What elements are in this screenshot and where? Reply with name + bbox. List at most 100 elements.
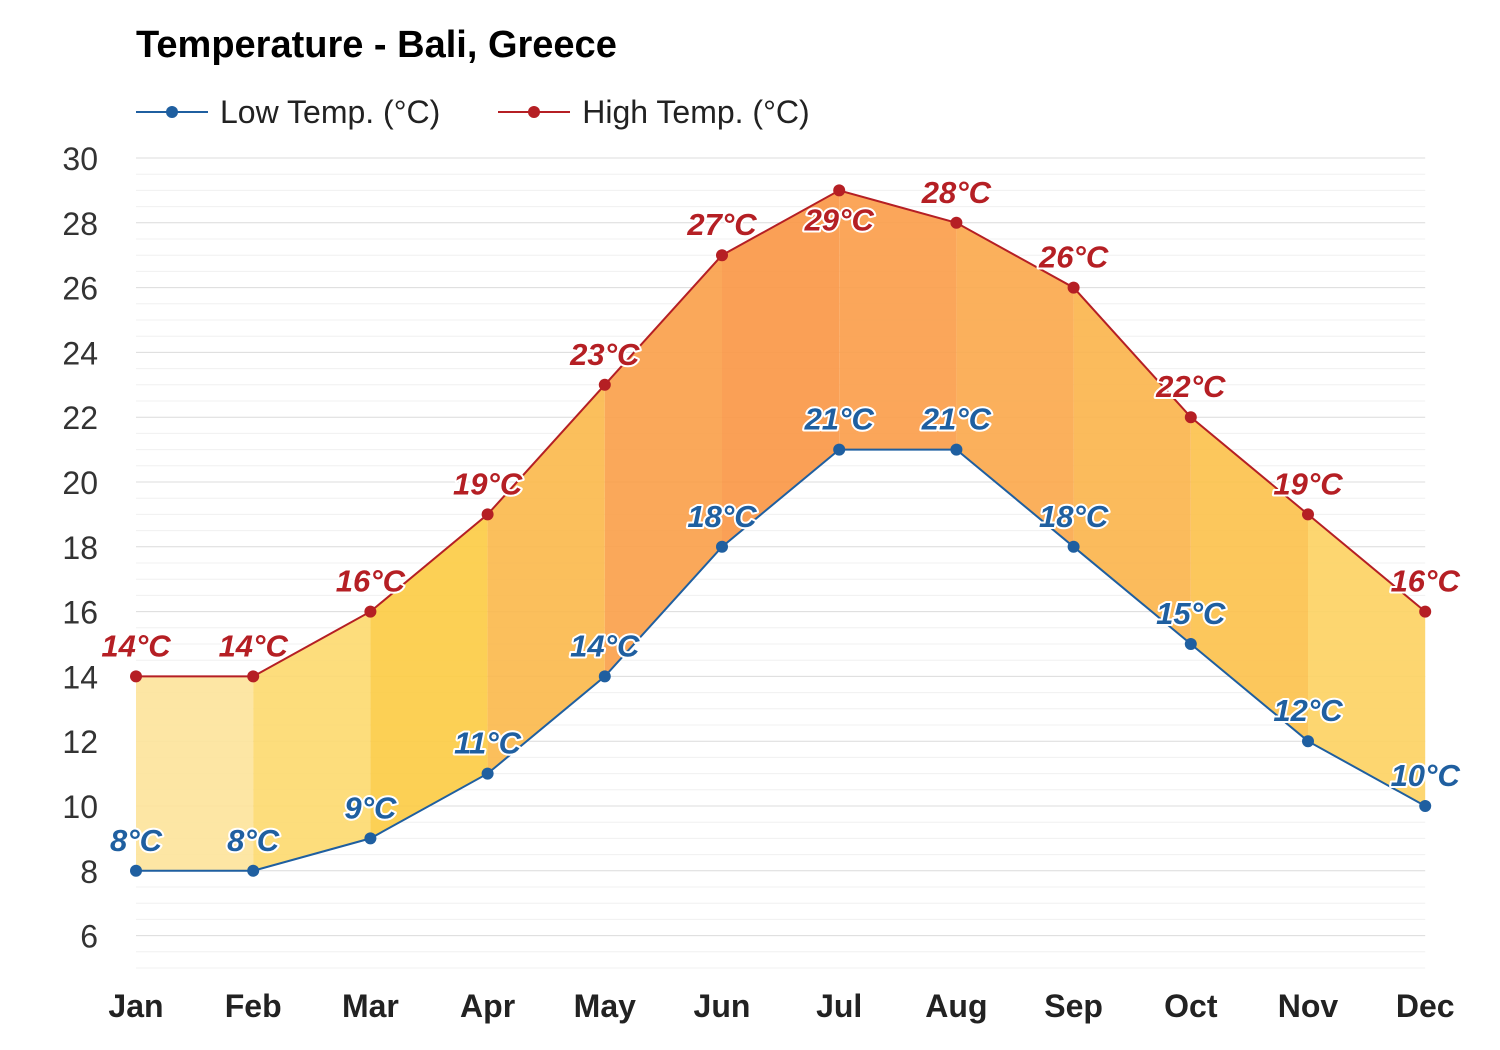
point-high-sep bbox=[1067, 281, 1080, 294]
legend-swatch-low bbox=[136, 102, 208, 122]
data-label-high-dec: 16°C bbox=[1391, 564, 1461, 599]
data-label-high-apr: 19°C bbox=[453, 466, 523, 501]
chart-title: Temperature - Bali, Greece bbox=[136, 24, 617, 66]
point-low-jul bbox=[833, 443, 846, 456]
data-label-low-sep: 18°C bbox=[1039, 499, 1109, 534]
x-tick-label-feb: Feb bbox=[225, 988, 282, 1024]
temperature-band-may bbox=[604, 255, 722, 677]
tick-layer: 6 8 10 12 14 16 18 20 22 24 26 28 30 Jan Feb Mar Apr May J… bbox=[62, 141, 1454, 1024]
point-high-jun bbox=[716, 249, 728, 262]
temperature-band-jun bbox=[722, 190, 840, 547]
temperature-band-jul bbox=[839, 190, 957, 450]
y-tick-label: 10 bbox=[62, 789, 98, 825]
data-label-high-jan: 14°C bbox=[101, 628, 171, 663]
data-label-low-jan: 8°C bbox=[110, 823, 163, 858]
band-layer bbox=[136, 190, 1426, 871]
data-label-low-nov: 12°C bbox=[1273, 693, 1343, 728]
data-label-high-feb: 14°C bbox=[219, 628, 289, 663]
point-low-sep bbox=[1067, 540, 1080, 553]
point-high-oct bbox=[1184, 411, 1197, 424]
y-tick-label: 12 bbox=[62, 724, 98, 760]
x-tick-label-oct: Oct bbox=[1164, 988, 1218, 1024]
point-low-jun bbox=[716, 540, 728, 553]
y-tick-label: 6 bbox=[80, 919, 98, 955]
y-tick-label: 16 bbox=[62, 595, 98, 631]
data-label-low-may: 14°C bbox=[570, 628, 640, 663]
temperature-band-oct bbox=[1190, 417, 1308, 742]
data-label-low-jun: 18°C bbox=[687, 499, 757, 534]
y-tick-label: 18 bbox=[62, 530, 98, 566]
point-high-jul bbox=[833, 184, 846, 197]
series-line-high bbox=[136, 189, 1426, 678]
data-label-low-dec: 10°C bbox=[1391, 758, 1461, 793]
data-label-low-apr: 11°C bbox=[454, 726, 522, 761]
y-tick-label: 28 bbox=[62, 206, 98, 242]
point-low-apr bbox=[481, 767, 494, 780]
y-tick-label: 20 bbox=[62, 465, 98, 501]
point-high-nov bbox=[1302, 508, 1314, 521]
data-label-high-aug: 28°C bbox=[921, 175, 992, 210]
data-label-low-oct: 15°C bbox=[1156, 596, 1226, 631]
x-tick-label-sep: Sep bbox=[1044, 988, 1103, 1024]
x-tick-label-jun: Jun bbox=[694, 988, 751, 1024]
line-layer bbox=[130, 184, 1432, 877]
x-tick-label-jan: Jan bbox=[108, 988, 163, 1024]
data-label-low-feb: 8°C bbox=[227, 823, 280, 858]
point-high-mar bbox=[364, 605, 377, 618]
data-label-high-oct: 22°C bbox=[1155, 369, 1226, 404]
data-label-high-nov: 19°C bbox=[1273, 466, 1343, 501]
point-high-feb bbox=[247, 670, 260, 683]
y-tick-label: 24 bbox=[62, 335, 98, 371]
x-tick-label-aug: Aug bbox=[925, 988, 987, 1024]
legend-item-low[interactable]: Low Temp. (°C) bbox=[136, 94, 440, 131]
temperature-band-feb bbox=[253, 611, 371, 871]
y-tick-label: 30 bbox=[62, 141, 98, 177]
y-tick-label: 26 bbox=[62, 271, 98, 307]
temperature-band-mar bbox=[370, 514, 488, 839]
y-tick-label: 22 bbox=[62, 400, 98, 436]
x-tick-label-jul: Jul bbox=[816, 988, 862, 1024]
data-label-high-mar: 16°C bbox=[336, 564, 406, 599]
data-label-low-jul: 21°C bbox=[804, 402, 875, 437]
point-high-jan bbox=[130, 670, 142, 683]
point-low-dec bbox=[1419, 800, 1432, 812]
label-layer: 8°C 8°C 9°C 11°C 14°C 18°C 21°C 21°C 18°C 15°C 12°… bbox=[99, 173, 1462, 860]
data-label-high-jun: 27°C bbox=[686, 207, 757, 242]
legend-label-low: Low Temp. (°C) bbox=[220, 93, 441, 130]
data-label-high-jul: 29°C bbox=[804, 202, 875, 237]
data-label-low-aug: 21°C bbox=[921, 402, 992, 437]
legend-dot-low-icon bbox=[166, 106, 178, 118]
temperature-band-sep bbox=[1073, 287, 1191, 644]
point-low-nov bbox=[1302, 735, 1314, 748]
point-low-mar bbox=[364, 832, 377, 845]
point-high-may bbox=[598, 378, 611, 391]
temperature-band-jan bbox=[136, 676, 254, 871]
legend-item-high[interactable]: High Temp. (°C) bbox=[498, 93, 810, 131]
point-high-apr bbox=[481, 508, 494, 521]
y-tick-label: 14 bbox=[62, 659, 98, 695]
chart-legend: Low Temp. (°C) High Temp. (°C) bbox=[136, 90, 868, 134]
point-low-jan bbox=[130, 864, 142, 877]
legend-label-high: High Temp. (°C) bbox=[582, 93, 810, 130]
x-tick-label-apr: Apr bbox=[460, 988, 515, 1024]
point-low-feb bbox=[247, 864, 260, 877]
temperature-band-apr bbox=[487, 384, 605, 774]
x-tick-label-nov: Nov bbox=[1278, 988, 1339, 1024]
y-tick-label: 8 bbox=[80, 854, 98, 890]
temperature-band-aug bbox=[956, 222, 1074, 547]
x-tick-label-may: May bbox=[574, 988, 636, 1024]
point-high-dec bbox=[1419, 605, 1432, 618]
point-low-aug bbox=[950, 443, 963, 456]
x-tick-label-mar: Mar bbox=[342, 988, 399, 1024]
point-low-may bbox=[598, 670, 611, 683]
data-label-high-sep: 26°C bbox=[1038, 240, 1109, 275]
series-line-low bbox=[136, 448, 1426, 872]
data-label-high-may: 23°C bbox=[569, 337, 640, 372]
legend-dot-high-icon bbox=[528, 106, 541, 118]
x-tick-label-dec: Dec bbox=[1396, 988, 1455, 1024]
point-low-oct bbox=[1184, 638, 1197, 650]
legend-swatch-high bbox=[498, 102, 571, 122]
point-high-aug bbox=[950, 216, 963, 229]
